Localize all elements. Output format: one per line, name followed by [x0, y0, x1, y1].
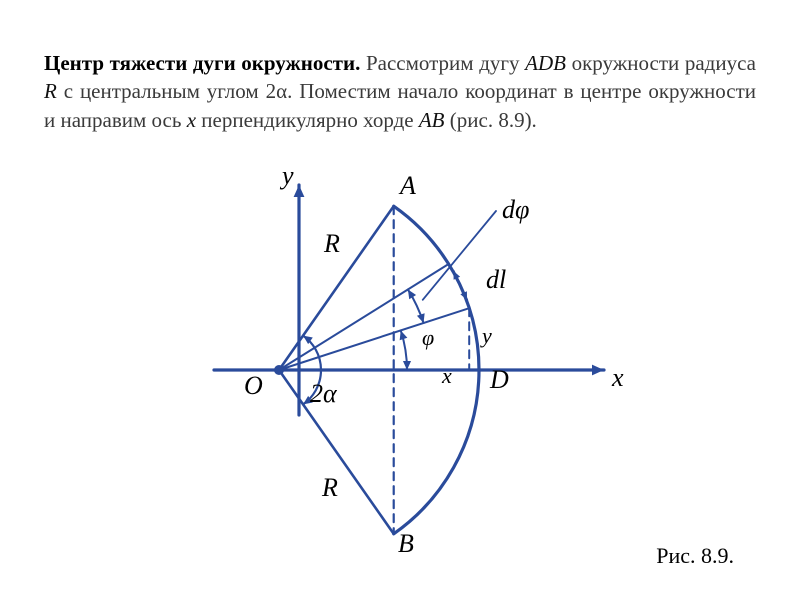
label-B: B — [398, 529, 414, 559]
label-2alpha: 2α — [310, 379, 337, 409]
t1b: окружности радиуса — [566, 51, 756, 75]
label-x-axis: x — [612, 363, 624, 393]
diagram-svg — [44, 155, 764, 575]
label-dl: dl — [486, 265, 506, 295]
label-R-bot: R — [322, 473, 338, 503]
label-R-top: R — [324, 229, 340, 259]
label-O: O — [244, 371, 263, 401]
t1d: перпендикулярно хорде — [196, 108, 419, 132]
figure-8-9: y x A B D O R R dl dφ φ x y 2α Рис. 8.9. — [44, 155, 764, 575]
t1a: Рассмотрим дугу — [360, 51, 525, 75]
label-A: A — [400, 171, 416, 201]
arc-name: ADB — [525, 51, 566, 75]
chord-name: AB — [419, 108, 445, 132]
label-y-axis: y — [282, 161, 294, 191]
intro-paragraph: Центр тяжести дуги окружности. Рассмотри… — [44, 49, 756, 134]
figure-caption: Рис. 8.9. — [656, 543, 734, 569]
label-y-small: y — [482, 323, 492, 349]
label-x-small: x — [442, 363, 452, 389]
R: R — [44, 79, 57, 103]
label-D: D — [490, 365, 509, 395]
label-dphi: dφ — [502, 195, 529, 225]
label-phi: φ — [422, 325, 434, 351]
x-axis-name: x — [187, 108, 196, 132]
title-bold: Центр тяжести дуги окружности. — [44, 51, 360, 75]
t1e: (рис. 8.9). — [445, 108, 537, 132]
